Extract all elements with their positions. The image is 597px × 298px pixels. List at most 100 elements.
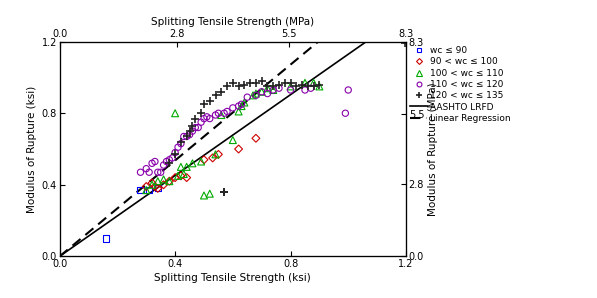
X-axis label: Splitting Tensile Strength (MPa): Splitting Tensile Strength (MPa) bbox=[151, 17, 315, 27]
90 < wc ≤ 100 bbox=[182, 175, 192, 180]
100 < wc ≤ 110 bbox=[205, 191, 214, 196]
100 < wc ≤ 110 bbox=[234, 109, 244, 114]
120 < wc ≤ 135 bbox=[199, 102, 209, 107]
120 < wc ≤ 135 bbox=[220, 190, 229, 194]
Y-axis label: Modulus of Rupture (MPa): Modulus of Rupture (MPa) bbox=[429, 82, 438, 216]
90 < wc ≤ 100 bbox=[141, 184, 151, 189]
110 < wc ≤ 120 bbox=[214, 111, 223, 116]
110 < wc ≤ 120 bbox=[150, 159, 160, 164]
120 < wc ≤ 135 bbox=[315, 82, 324, 87]
120 < wc ≤ 135 bbox=[251, 80, 261, 85]
110 < wc ≤ 120 bbox=[300, 88, 310, 92]
100 < wc ≤ 110 bbox=[173, 173, 183, 178]
110 < wc ≤ 120 bbox=[153, 170, 162, 175]
100 < wc ≤ 110 bbox=[179, 172, 189, 176]
120 < wc ≤ 135 bbox=[291, 84, 301, 89]
120 < wc ≤ 135 bbox=[220, 190, 229, 194]
100 < wc ≤ 110 bbox=[257, 89, 266, 94]
110 < wc ≤ 120 bbox=[196, 120, 206, 125]
90 < wc ≤ 100 bbox=[208, 156, 217, 160]
110 < wc ≤ 120 bbox=[199, 116, 209, 121]
120 < wc ≤ 135 bbox=[217, 89, 226, 94]
100 < wc ≤ 110 bbox=[176, 164, 186, 169]
120 < wc ≤ 135 bbox=[400, 40, 410, 45]
120 < wc ≤ 135 bbox=[182, 134, 192, 139]
120 < wc ≤ 135 bbox=[211, 93, 220, 98]
120 < wc ≤ 135 bbox=[196, 111, 206, 116]
110 < wc ≤ 120 bbox=[234, 104, 244, 108]
90 < wc ≤ 100 bbox=[251, 136, 261, 141]
110 < wc ≤ 120 bbox=[269, 88, 278, 92]
90 < wc ≤ 100 bbox=[176, 173, 186, 178]
110 < wc ≤ 120 bbox=[340, 111, 350, 116]
120 < wc ≤ 135 bbox=[187, 123, 197, 128]
110 < wc ≤ 120 bbox=[182, 134, 192, 139]
110 < wc ≤ 120 bbox=[286, 88, 296, 92]
120 < wc ≤ 135 bbox=[176, 139, 186, 144]
X-axis label: Splitting Tensile Strength (ksi): Splitting Tensile Strength (ksi) bbox=[155, 273, 311, 283]
110 < wc ≤ 120 bbox=[251, 93, 261, 98]
90 < wc ≤ 100 bbox=[159, 182, 168, 187]
110 < wc ≤ 120 bbox=[141, 166, 151, 171]
wc ≤ 90 bbox=[153, 186, 162, 191]
100 < wc ≤ 110 bbox=[196, 159, 206, 164]
90 < wc ≤ 100 bbox=[150, 184, 160, 189]
110 < wc ≤ 120 bbox=[228, 105, 238, 110]
90 < wc ≤ 100 bbox=[234, 147, 244, 151]
100 < wc ≤ 110 bbox=[217, 113, 226, 117]
90 < wc ≤ 100 bbox=[165, 179, 174, 184]
110 < wc ≤ 120 bbox=[147, 161, 157, 166]
100 < wc ≤ 110 bbox=[300, 80, 310, 85]
100 < wc ≤ 110 bbox=[199, 193, 209, 198]
110 < wc ≤ 120 bbox=[159, 163, 168, 167]
120 < wc ≤ 135 bbox=[280, 80, 290, 85]
120 < wc ≤ 135 bbox=[170, 152, 180, 157]
110 < wc ≤ 120 bbox=[306, 86, 315, 91]
120 < wc ≤ 135 bbox=[263, 84, 272, 89]
100 < wc ≤ 110 bbox=[251, 91, 261, 96]
120 < wc ≤ 135 bbox=[234, 84, 244, 89]
100 < wc ≤ 110 bbox=[286, 84, 296, 89]
100 < wc ≤ 110 bbox=[159, 177, 168, 182]
90 < wc ≤ 100 bbox=[199, 157, 209, 162]
120 < wc ≤ 135 bbox=[190, 116, 200, 121]
110 < wc ≤ 120 bbox=[156, 170, 165, 175]
110 < wc ≤ 120 bbox=[222, 109, 232, 114]
Legend: wc ≤ 90, 90 < wc ≤ 100, 100 < wc ≤ 110, 110 < wc ≤ 120, 120 < wc ≤ 135, AASHTO L: wc ≤ 90, 90 < wc ≤ 100, 100 < wc ≤ 110, … bbox=[411, 46, 511, 123]
120 < wc ≤ 135 bbox=[274, 82, 284, 87]
110 < wc ≤ 120 bbox=[211, 113, 220, 117]
120 < wc ≤ 135 bbox=[257, 79, 266, 83]
110 < wc ≤ 120 bbox=[220, 111, 229, 116]
120 < wc ≤ 135 bbox=[297, 82, 307, 87]
110 < wc ≤ 120 bbox=[190, 125, 200, 130]
90 < wc ≤ 100 bbox=[153, 186, 162, 191]
100 < wc ≤ 110 bbox=[170, 111, 180, 116]
110 < wc ≤ 120 bbox=[170, 150, 180, 155]
110 < wc ≤ 120 bbox=[202, 114, 212, 119]
120 < wc ≤ 135 bbox=[269, 84, 278, 89]
110 < wc ≤ 120 bbox=[193, 125, 203, 130]
100 < wc ≤ 110 bbox=[237, 104, 247, 108]
120 < wc ≤ 135 bbox=[309, 84, 318, 89]
120 < wc ≤ 135 bbox=[205, 98, 214, 103]
90 < wc ≤ 100 bbox=[214, 152, 223, 157]
110 < wc ≤ 120 bbox=[136, 170, 145, 175]
110 < wc ≤ 120 bbox=[237, 102, 247, 107]
100 < wc ≤ 110 bbox=[182, 164, 192, 169]
120 < wc ≤ 135 bbox=[303, 84, 313, 89]
110 < wc ≤ 120 bbox=[167, 156, 177, 160]
120 < wc ≤ 135 bbox=[245, 80, 255, 85]
100 < wc ≤ 110 bbox=[147, 182, 157, 187]
110 < wc ≤ 120 bbox=[179, 134, 189, 139]
100 < wc ≤ 110 bbox=[248, 93, 258, 98]
120 < wc ≤ 135 bbox=[185, 129, 195, 134]
110 < wc ≤ 120 bbox=[257, 89, 266, 94]
110 < wc ≤ 120 bbox=[176, 141, 186, 146]
110 < wc ≤ 120 bbox=[165, 157, 174, 162]
110 < wc ≤ 120 bbox=[343, 88, 353, 92]
100 < wc ≤ 110 bbox=[263, 86, 272, 91]
110 < wc ≤ 120 bbox=[144, 170, 154, 175]
100 < wc ≤ 110 bbox=[153, 179, 162, 184]
100 < wc ≤ 110 bbox=[269, 88, 278, 92]
100 < wc ≤ 110 bbox=[211, 152, 220, 157]
